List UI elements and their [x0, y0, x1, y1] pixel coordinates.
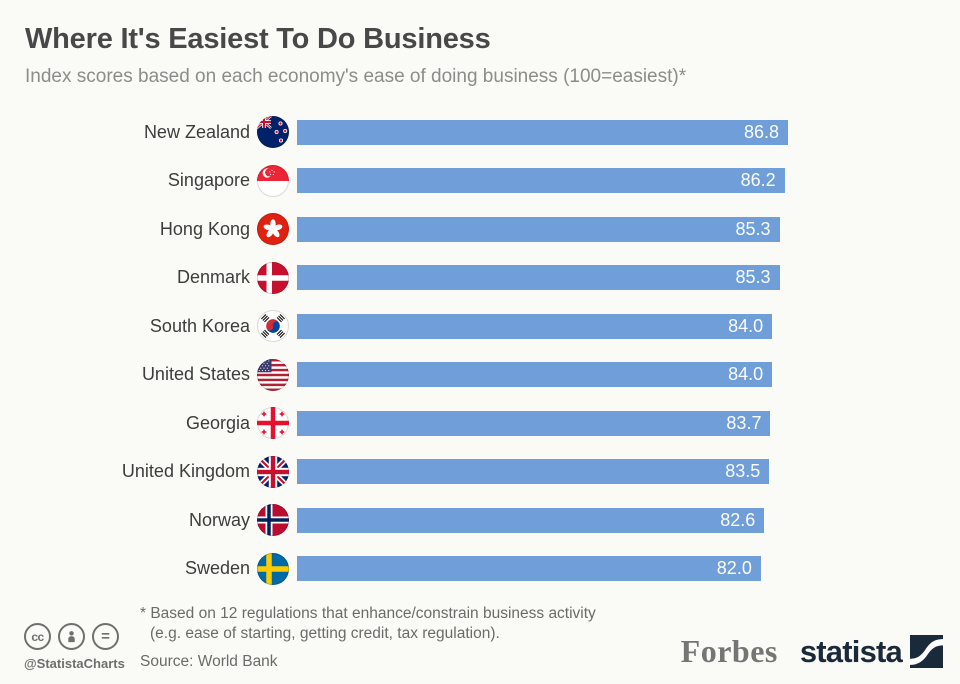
chart-row-norway: Norway 82.6	[25, 496, 960, 545]
chart-row-georgia: Georgia	[25, 399, 960, 448]
country-label: Georgia	[185, 412, 250, 433]
brand-logos: Forbes statista	[681, 633, 943, 670]
united-kingdom-flag-icon	[257, 455, 289, 488]
bar: 82.6	[297, 507, 765, 533]
bar-value-label: 85.3	[735, 218, 771, 239]
license-icons: cc =	[24, 623, 125, 650]
south-korea-flag-icon	[257, 310, 289, 343]
bar-value-label: 82.6	[720, 509, 756, 530]
bar: 86.8	[297, 119, 788, 145]
chart-row-south-korea: South Korea	[25, 302, 960, 351]
chart-row-sweden: Sweden 82.0	[25, 545, 960, 594]
bar-track: 86.2	[297, 168, 788, 194]
bar-value-label: 86.8	[743, 121, 779, 142]
source-label: Source: World Bank	[140, 653, 278, 670]
chart-row-new-zealand: New Zealand	[25, 108, 960, 157]
chart-row-hong-kong: Hong Kong	[25, 205, 960, 254]
denmark-flag-icon	[257, 261, 289, 294]
forbes-logo: Forbes	[680, 633, 778, 669]
bar-track: 82.6	[297, 507, 788, 533]
country-label: Denmark	[176, 267, 250, 288]
bar-track: 84.0	[297, 362, 788, 388]
header: Where It's Easiest To Do Business Index …	[0, 0, 960, 88]
creative-commons-block: cc = @StatistaCharts	[24, 623, 125, 671]
attribution-person-icon	[58, 623, 85, 650]
page-subtitle: Index scores based on each economy's eas…	[25, 66, 687, 87]
bar-value-label: 84.0	[728, 315, 764, 336]
bar: 84.0	[297, 362, 773, 388]
footer: cc = @StatistaCharts * Based on 12 regul…	[0, 594, 960, 684]
norway-flag-icon	[257, 504, 289, 537]
country-label: Sweden	[184, 558, 250, 579]
statista-swoosh-icon	[910, 635, 943, 668]
bar-value-label: 85.3	[735, 267, 771, 288]
bar-value-label: 83.5	[725, 461, 761, 482]
footnote-line-1: * Based on 12 regulations that enhance/c…	[140, 605, 596, 622]
statista-charts-handle: @StatistaCharts	[24, 656, 125, 671]
bar: 83.7	[297, 410, 771, 436]
bar-value-label: 83.7	[726, 412, 762, 433]
country-label: United States	[141, 364, 250, 385]
country-label: New Zealand	[143, 121, 250, 142]
bar-track: 84.0	[297, 313, 788, 339]
sweden-flag-icon	[257, 552, 289, 585]
footnote-block: * Based on 12 regulations that enhance/c…	[140, 604, 596, 671]
bar-track: 86.8	[297, 119, 788, 145]
bar: 84.0	[297, 313, 773, 339]
chart-row-denmark: Denmark 85.3	[25, 254, 960, 303]
chart-row-united-states: United States	[25, 351, 960, 400]
new-zealand-flag-icon	[257, 116, 289, 149]
chart-row-united-kingdom: United Kingdom 83.	[25, 448, 960, 497]
bar-track: 83.7	[297, 410, 788, 436]
bar: 85.3	[297, 265, 780, 291]
bar-chart: New Zealand	[0, 108, 960, 593]
bar: 83.5	[297, 459, 770, 485]
country-label: Hong Kong	[159, 218, 250, 239]
singapore-flag-icon	[257, 164, 289, 197]
bar-track: 83.5	[297, 459, 788, 485]
bar-value-label: 84.0	[728, 364, 764, 385]
country-label: Singapore	[167, 170, 250, 191]
bar-track: 82.0	[297, 556, 788, 582]
page-title: Where It's Easiest To Do Business	[25, 23, 491, 55]
bar-track: 85.3	[297, 265, 788, 291]
chart-row-singapore: Singapore	[25, 157, 960, 206]
bar: 82.0	[297, 556, 761, 582]
statista-logo: statista	[800, 634, 943, 670]
footnote-line-2: (e.g. ease of starting, getting credit, …	[150, 625, 500, 642]
georgia-flag-icon	[257, 407, 289, 440]
country-label: Norway	[188, 509, 250, 530]
country-label: United Kingdom	[121, 461, 250, 482]
bar-value-label: 82.0	[716, 558, 752, 579]
statista-wordmark: statista	[799, 633, 903, 669]
bar-track: 85.3	[297, 216, 788, 242]
bar: 85.3	[297, 216, 780, 242]
cc-icon: cc	[24, 623, 51, 650]
hong-kong-flag-icon	[257, 213, 289, 246]
bar-value-label: 86.2	[740, 170, 776, 191]
country-label: South Korea	[149, 315, 250, 336]
bar: 86.2	[297, 168, 785, 194]
no-derivatives-equals-icon: =	[92, 623, 119, 650]
united-states-flag-icon	[257, 358, 289, 391]
